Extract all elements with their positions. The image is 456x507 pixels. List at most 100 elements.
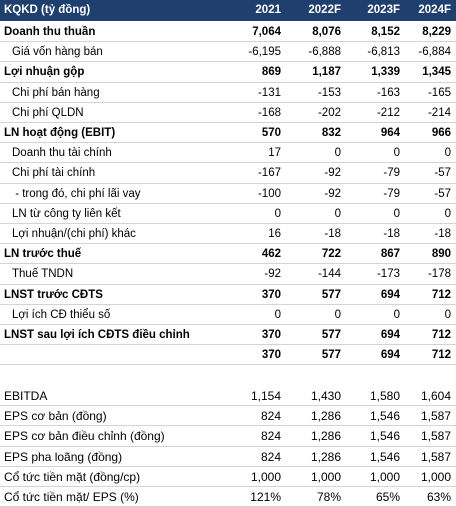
column-header: 2021 [255, 4, 281, 16]
row-label: EPS pha loãng (đồng) [4, 449, 123, 464]
row-label: LN trước thuế [4, 248, 82, 261]
cell-value: -92 [264, 268, 281, 281]
cell-value: -165 [427, 86, 451, 99]
table-row: Thuế TNDN -92 -144 -173 -178 [0, 264, 456, 285]
cell-value: 966 [431, 127, 451, 139]
cell-value: 370 [261, 288, 281, 301]
cell-value: 694 [380, 288, 400, 301]
row-label: Chi phí QLDN [12, 106, 84, 119]
row-label: Lợi nhuận/(chi phí) khác [12, 228, 136, 240]
row-label: LNST trước CĐTS [4, 288, 103, 301]
cell-value: 1,604 [420, 389, 451, 403]
column-header: 2022F [308, 4, 341, 16]
cell-value: 1,546 [369, 449, 400, 464]
cell-value: -79 [383, 167, 400, 180]
row-label: Cổ tức tiền mặt/ EPS (%) [4, 490, 139, 504]
cell-value: 577 [321, 329, 341, 341]
header-row: KQKD (tỷ đồng) 2021 2022F 2023F 2024F [0, 0, 456, 21]
row-label: Thuế TNDN [12, 268, 74, 281]
row-label: LNST sau lợi ích CĐTS điều chỉnh [4, 329, 190, 341]
table-row: LN hoạt động (EBIT) 570 832 964 966 [0, 123, 456, 144]
cell-value: 1,286 [310, 409, 341, 424]
cell-value: 1,587 [420, 429, 451, 444]
cell-value: 1,000 [310, 469, 341, 484]
table-row: LNST sau lợi ích CĐTS điều chỉnh 370 577 69… [0, 325, 456, 346]
table-row: LNST trước CĐTS 370 577 694 712 [0, 285, 456, 305]
cell-value: 462 [261, 248, 281, 261]
row-label: LN từ công ty liên kết [12, 207, 121, 220]
row-label: - trong đó, chi phí lãi vay [12, 187, 141, 200]
row-label: Chi phí tài chính [12, 167, 96, 180]
cell-value: 1,000 [250, 469, 281, 484]
row-label: Lợi nhuận gộp [4, 66, 85, 79]
cell-value: -100 [257, 187, 281, 200]
cell-value: 0 [274, 207, 281, 220]
cell-value: 0 [334, 308, 341, 321]
cell-value: 869 [261, 66, 281, 79]
cell-value: -6,888 [308, 46, 341, 59]
cell-value: 0 [444, 308, 451, 321]
cell-value: 712 [431, 288, 451, 301]
cell-value: 712 [431, 349, 451, 362]
cell-value: 964 [380, 127, 400, 139]
row-label: EPS cơ bản điều chỉnh (đồng) [4, 429, 165, 444]
cell-value: -6,195 [248, 46, 281, 59]
cell-value: 0 [334, 147, 341, 160]
cell-value: -18 [434, 228, 451, 240]
cell-value: 1,286 [310, 429, 341, 444]
cell-value: 121% [250, 490, 281, 504]
cell-value: 78% [316, 490, 341, 504]
cell-value: -92 [324, 167, 341, 180]
cell-value: 694 [380, 329, 400, 341]
row-label: Giá vốn hàng bán [12, 46, 103, 59]
row-label: LN hoạt động (EBIT) [4, 127, 116, 139]
cell-value: -178 [427, 268, 451, 281]
table-row: - trong đó, chi phí lãi vay -100 -92 -79 -57 [0, 184, 456, 204]
table-row: Giá vốn hàng bán -6,195 -6,888 -6,813 -6,884 [0, 42, 456, 63]
cell-value: -131 [257, 86, 281, 99]
cell-value: -18 [383, 228, 400, 240]
cell-value: 570 [261, 127, 281, 139]
cell-value: -6,884 [418, 46, 451, 59]
table-row: Cổ tức tiền mặt/ EPS (%) 121% 78% 65% 63% [0, 487, 456, 507]
table-row: 370 577 694 712 [0, 345, 456, 366]
cell-value: 1,580 [369, 389, 400, 403]
table-row: EPS cơ bản (đồng) 824 1,286 1,546 1,587 [0, 406, 456, 427]
table-row: EPS pha loãng (đồng) 824 1,286 1,546 1,587 [0, 447, 456, 467]
row-label: Doanh thu thuần [4, 26, 96, 38]
cell-value: -212 [376, 106, 400, 119]
cell-value: -18 [324, 228, 341, 240]
cell-value: 832 [321, 127, 341, 139]
cell-value: 712 [431, 329, 451, 341]
row-label: Chi phí bán hàng [12, 86, 100, 99]
cell-value: 1,587 [420, 449, 451, 464]
column-header: 2023F [367, 4, 400, 16]
cell-value: 1,345 [422, 66, 451, 79]
cell-value: 7,064 [252, 26, 281, 38]
cell-value: -6,813 [367, 46, 400, 59]
cell-value: 0 [444, 147, 451, 160]
table-row: Lợi nhuận/(chi phí) khác 16 -18 -18 -18 [0, 224, 456, 245]
cell-value: -92 [324, 187, 341, 200]
cell-value: 16 [268, 228, 281, 240]
table-row: Chi phí bán hàng -131 -153 -163 -165 [0, 83, 456, 103]
cell-value: 577 [321, 349, 341, 362]
cell-value: 722 [321, 248, 341, 261]
cell-value: 370 [261, 329, 281, 341]
cell-value: 0 [334, 207, 341, 220]
cell-value: -153 [317, 86, 341, 99]
cell-value: 1,339 [371, 66, 400, 79]
cell-value: -173 [376, 268, 400, 281]
cell-value: 8,229 [422, 26, 451, 38]
cell-value: 0 [274, 308, 281, 321]
cell-value: 1,000 [369, 469, 400, 484]
cell-value: 8,152 [371, 26, 400, 38]
cell-value: 0 [444, 207, 451, 220]
cell-value: -168 [257, 106, 281, 119]
cell-value: 577 [321, 288, 341, 301]
cell-value: 824 [260, 429, 281, 444]
cell-value: 1,286 [310, 449, 341, 464]
table-row: Cổ tức tiền mặt (đồng/cp) 1,000 1,000 1,000… [0, 467, 456, 487]
cell-value: 0 [393, 308, 400, 321]
